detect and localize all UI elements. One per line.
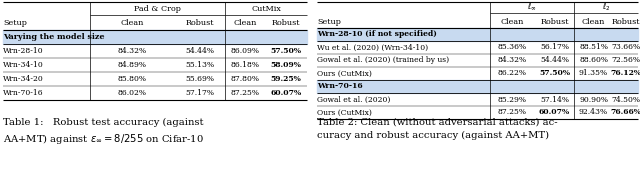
Text: 55.69%: 55.69% (186, 75, 214, 83)
Text: 84.32%: 84.32% (498, 56, 527, 65)
Text: 60.07%: 60.07% (270, 89, 301, 97)
Text: Pad & Crop: Pad & Crop (134, 5, 181, 13)
Text: Wrn-34-20: Wrn-34-20 (3, 75, 44, 83)
Text: 57.50%: 57.50% (271, 47, 301, 55)
Text: Clean: Clean (234, 19, 257, 27)
Text: 85.80%: 85.80% (118, 75, 147, 83)
Text: 55.13%: 55.13% (186, 61, 214, 69)
Bar (317, 80, 638, 93)
Text: Ours (CutMix): Ours (CutMix) (317, 108, 372, 116)
Text: 87.80%: 87.80% (230, 75, 259, 83)
Text: Wrn-34-10: Wrn-34-10 (3, 61, 44, 69)
Text: 74.50%: 74.50% (611, 95, 640, 103)
Text: Varying the model size: Varying the model size (3, 33, 104, 41)
Text: Gowal et al. (2020) (trained by us): Gowal et al. (2020) (trained by us) (317, 56, 449, 65)
Text: Gowal et al. (2020): Gowal et al. (2020) (317, 95, 390, 103)
Text: Wrn-28-10 (if not specified): Wrn-28-10 (if not specified) (317, 30, 437, 39)
Text: Wu et al. (2020) (Wrn-34-10): Wu et al. (2020) (Wrn-34-10) (317, 43, 428, 52)
Bar (317, 28, 638, 41)
Text: 57.17%: 57.17% (186, 89, 214, 97)
Text: Ours (CutMix): Ours (CutMix) (317, 69, 372, 78)
Bar (3, 30, 307, 44)
Text: 86.02%: 86.02% (118, 89, 147, 97)
Text: 88.51%: 88.51% (579, 43, 608, 52)
Text: 92.43%: 92.43% (579, 108, 608, 116)
Text: Clean: Clean (121, 19, 144, 27)
Text: Robust: Robust (540, 18, 569, 26)
Text: $\ell_2$: $\ell_2$ (602, 1, 610, 13)
Text: Robust: Robust (272, 19, 300, 27)
Text: 72.56%: 72.56% (611, 56, 640, 65)
Text: CutMix: CutMix (251, 5, 281, 13)
Text: 91.35%: 91.35% (579, 69, 608, 78)
Text: Table 2: Clean (without adversarial attacks) ac-
curacy and robust accuracy (aga: Table 2: Clean (without adversarial atta… (317, 118, 557, 140)
Text: 84.89%: 84.89% (118, 61, 147, 69)
Text: 85.29%: 85.29% (498, 95, 527, 103)
Text: 54.44%: 54.44% (186, 47, 214, 55)
Text: 86.22%: 86.22% (498, 69, 527, 78)
Text: 87.25%: 87.25% (498, 108, 527, 116)
Text: Wrn-70-16: Wrn-70-16 (3, 89, 44, 97)
Text: 58.09%: 58.09% (271, 61, 301, 69)
Text: 86.18%: 86.18% (230, 61, 259, 69)
Text: 85.36%: 85.36% (498, 43, 527, 52)
Text: $\ell_\infty$: $\ell_\infty$ (527, 1, 537, 12)
Text: 59.25%: 59.25% (271, 75, 301, 83)
Text: Clean: Clean (582, 18, 605, 26)
Text: Table 1:   Robust test accuracy (against
AA+MT) against $\epsilon_\infty = 8/255: Table 1: Robust test accuracy (against A… (3, 118, 204, 146)
Text: 56.17%: 56.17% (540, 43, 569, 52)
Text: 86.09%: 86.09% (230, 47, 259, 55)
Text: 76.66%: 76.66% (610, 108, 640, 116)
Text: Wrn-70-16: Wrn-70-16 (317, 82, 363, 91)
Text: 76.12%: 76.12% (610, 69, 640, 78)
Text: 88.60%: 88.60% (579, 56, 608, 65)
Text: 84.32%: 84.32% (118, 47, 147, 55)
Text: 73.66%: 73.66% (611, 43, 640, 52)
Text: Setup: Setup (317, 18, 341, 26)
Text: 60.07%: 60.07% (539, 108, 570, 116)
Text: 57.14%: 57.14% (540, 95, 569, 103)
Text: 90.90%: 90.90% (579, 95, 608, 103)
Text: Robust: Robust (186, 19, 214, 27)
Text: 54.44%: 54.44% (540, 56, 569, 65)
Text: 57.50%: 57.50% (539, 69, 570, 78)
Text: 87.25%: 87.25% (230, 89, 259, 97)
Text: Setup: Setup (3, 19, 27, 27)
Text: Robust: Robust (611, 18, 640, 26)
Text: Clean: Clean (501, 18, 524, 26)
Text: Wrn-28-10: Wrn-28-10 (3, 47, 44, 55)
